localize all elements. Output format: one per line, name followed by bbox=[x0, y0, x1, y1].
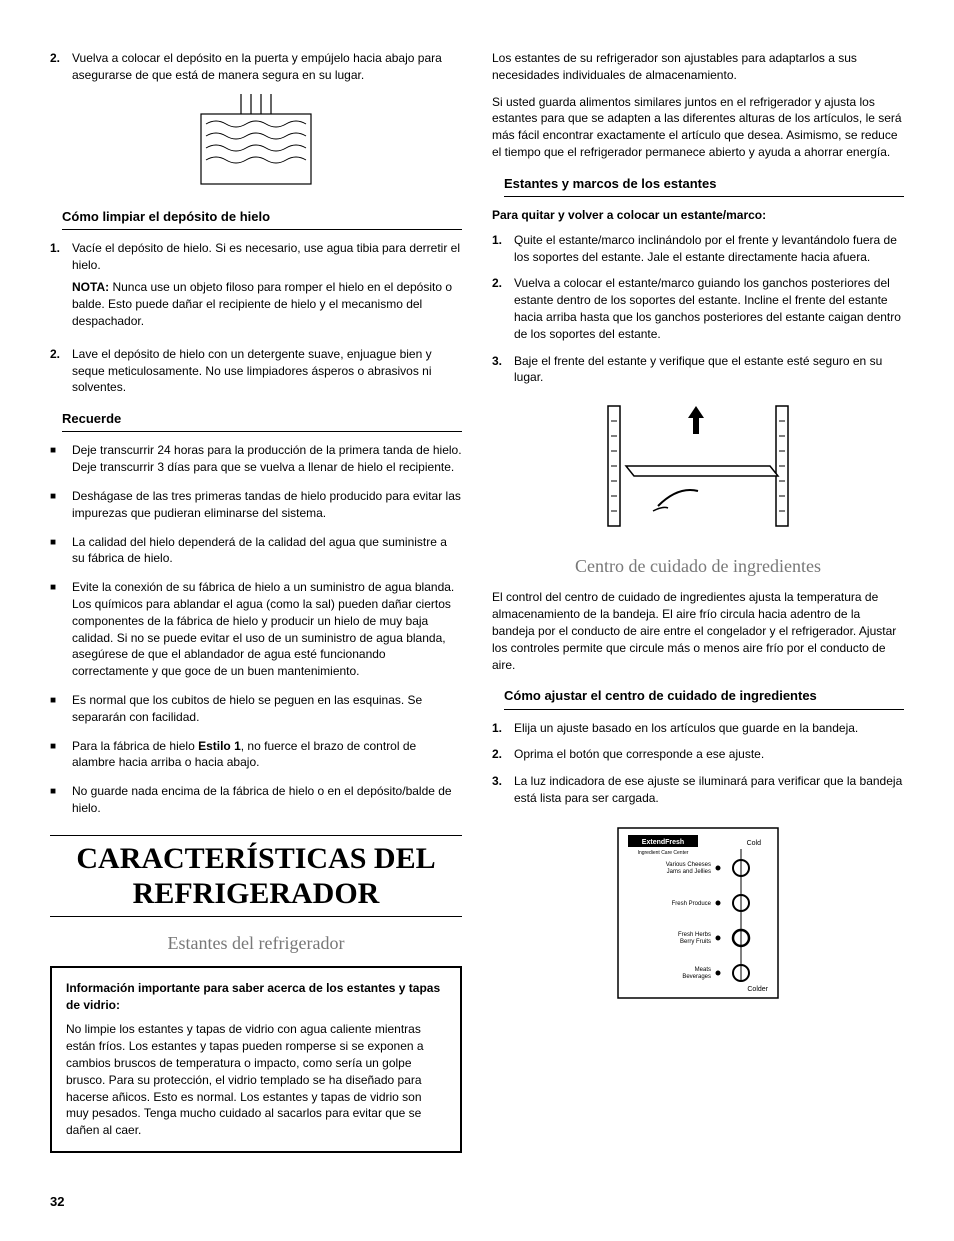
info-box-heading: Información importante para saber acerca… bbox=[66, 980, 446, 1014]
svg-text:ExtendFresh: ExtendFresh bbox=[642, 839, 684, 846]
step-number: 2. bbox=[50, 346, 72, 396]
svg-text:Berry Fruits: Berry Fruits bbox=[680, 939, 711, 945]
note-label: NOTA: bbox=[72, 280, 109, 294]
list-item: 1. Vacíe el depósito de hielo. Si es nec… bbox=[50, 240, 462, 336]
step-body: Vacíe el depósito de hielo. Si es necesa… bbox=[72, 240, 462, 336]
step-text: Elija un ajuste basado en los artículos … bbox=[514, 720, 904, 737]
svg-text:Fresh Produce: Fresh Produce bbox=[672, 901, 712, 907]
paragraph: Los estantes de su refrigerador son ajus… bbox=[492, 50, 904, 84]
bullet-text: Deshágase de las tres primeras tandas de… bbox=[72, 488, 462, 522]
note-body: Nunca use un objeto filoso para romper e… bbox=[72, 280, 452, 328]
svg-text:Jams and Jellies: Jams and Jellies bbox=[667, 869, 711, 875]
paragraph: Si usted guarda alimentos similares junt… bbox=[492, 94, 904, 161]
list-item: 2.Vuelva a colocar el estante/marco guia… bbox=[492, 275, 904, 342]
step-number: 3. bbox=[492, 773, 514, 807]
list-item: ■No guarde nada encima de la fábrica de … bbox=[50, 783, 462, 817]
svg-text:Meats: Meats bbox=[695, 967, 711, 973]
bullet-text: Es normal que los cubitos de hielo se pe… bbox=[72, 692, 462, 726]
paragraph: El control del centro de cuidado de ingr… bbox=[492, 589, 904, 673]
bullet-icon: ■ bbox=[50, 692, 72, 726]
svg-text:Ingredient Care Center: Ingredient Care Center bbox=[638, 850, 689, 856]
bullet-icon: ■ bbox=[50, 442, 72, 476]
step-text: Oprima el botón que corresponde a ese aj… bbox=[514, 746, 904, 763]
svg-text:Beverages: Beverages bbox=[682, 974, 711, 980]
clean-heading: Cómo limpiar el depósito de hielo bbox=[62, 208, 462, 230]
list-item: ■Evite la conexión de su fábrica de hiel… bbox=[50, 579, 462, 680]
list-item: ■Es normal que los cubitos de hielo se p… bbox=[50, 692, 462, 726]
ingredient-center-title: Centro de cuidado de ingredientes bbox=[492, 554, 904, 579]
list-item: ■Para la fábrica de hielo Estilo 1, no f… bbox=[50, 738, 462, 772]
step-text: Vuelva a colocar el estante/marco guiand… bbox=[514, 275, 904, 342]
list-item: 3.La luz indicadora de ese ajuste se ilu… bbox=[492, 773, 904, 807]
list-item: ■Deje transcurrir 24 horas para la produ… bbox=[50, 442, 462, 476]
list-item: ■Deshágase de las tres primeras tandas d… bbox=[50, 488, 462, 522]
step-text: Vacíe el depósito de hielo. Si es necesa… bbox=[72, 240, 462, 274]
bullet-icon: ■ bbox=[50, 488, 72, 522]
list-item: 1.Quite el estante/marco inclinándolo po… bbox=[492, 232, 904, 266]
ice-bin-figure bbox=[50, 94, 462, 194]
step-number: 2. bbox=[492, 746, 514, 763]
svg-text:Cold: Cold bbox=[747, 840, 762, 847]
page-number: 32 bbox=[50, 1193, 462, 1211]
glass-shelf-warning-box: Información importante para saber acerca… bbox=[50, 966, 462, 1153]
page-columns: 2. Vuelva a colocar el depósito en la pu… bbox=[50, 50, 904, 1211]
left-column: 2. Vuelva a colocar el depósito en la pu… bbox=[50, 50, 462, 1211]
list-item: 2.Oprima el botón que corresponde a ese … bbox=[492, 746, 904, 763]
step-number: 2. bbox=[50, 50, 72, 84]
right-column: Los estantes de su refrigerador son ajus… bbox=[492, 50, 904, 1211]
list-item: ■La calidad del hielo dependerá de la ca… bbox=[50, 534, 462, 568]
main-title-line2: REFRIGERADOR bbox=[50, 877, 462, 910]
bullet-text: No guarde nada encima de la fábrica de h… bbox=[72, 783, 462, 817]
list-item: 2. Lave el depósito de hielo con un dete… bbox=[50, 346, 462, 396]
control-panel-figure: ExtendFresh Ingredient Care Center Cold … bbox=[492, 823, 904, 1003]
shelves-title: Estantes del refrigerador bbox=[50, 931, 462, 956]
step-text: Vuelva a colocar el depósito en la puert… bbox=[72, 50, 462, 84]
svg-text:Fresh Herbs: Fresh Herbs bbox=[678, 932, 711, 938]
frames-heading: Estantes y marcos de los estantes bbox=[504, 175, 904, 197]
step-number: 1. bbox=[50, 240, 72, 336]
step-number: 3. bbox=[492, 353, 514, 387]
bullet-icon: ■ bbox=[50, 534, 72, 568]
adjust-heading: Cómo ajustar el centro de cuidado de ing… bbox=[504, 687, 904, 709]
bullet-text: Para la fábrica de hielo Estilo 1, no fu… bbox=[72, 738, 462, 772]
step-number: 1. bbox=[492, 720, 514, 737]
bullet-icon: ■ bbox=[50, 738, 72, 772]
list-item: 1.Elija un ajuste basado en los artículo… bbox=[492, 720, 904, 737]
bullet-icon: ■ bbox=[50, 783, 72, 817]
step-text: Baje el frente del estante y verifique q… bbox=[514, 353, 904, 387]
svg-text:Various Cheeses: Various Cheeses bbox=[666, 862, 711, 868]
bullet-text: Evite la conexión de su fábrica de hielo… bbox=[72, 579, 462, 680]
step-text: Quite el estante/marco inclinándolo por … bbox=[514, 232, 904, 266]
step-number: 1. bbox=[492, 232, 514, 266]
step-text: Lave el depósito de hielo con un deterge… bbox=[72, 346, 462, 396]
note-text: NOTA: Nunca use un objeto filoso para ro… bbox=[72, 279, 462, 329]
svg-text:Colder: Colder bbox=[747, 986, 768, 993]
shelf-install-figure bbox=[492, 396, 904, 536]
list-item: 2. Vuelva a colocar el depósito en la pu… bbox=[50, 50, 462, 84]
divider bbox=[50, 916, 462, 917]
bullet-text: La calidad del hielo dependerá de la cal… bbox=[72, 534, 462, 568]
main-title-line1: CARACTERÍSTICAS DEL bbox=[50, 842, 462, 875]
step-text: La luz indicadora de ese ajuste se ilumi… bbox=[514, 773, 904, 807]
step-number: 2. bbox=[492, 275, 514, 342]
remember-heading: Recuerde bbox=[62, 410, 462, 432]
divider bbox=[50, 835, 462, 836]
frames-subheading: Para quitar y volver a colocar un estant… bbox=[492, 207, 904, 224]
bullet-icon: ■ bbox=[50, 579, 72, 680]
info-box-body: No limpie los estantes y tapas de vidrio… bbox=[66, 1021, 446, 1139]
list-item: 3.Baje el frente del estante y verifique… bbox=[492, 353, 904, 387]
bullet-text: Deje transcurrir 24 horas para la produc… bbox=[72, 442, 462, 476]
